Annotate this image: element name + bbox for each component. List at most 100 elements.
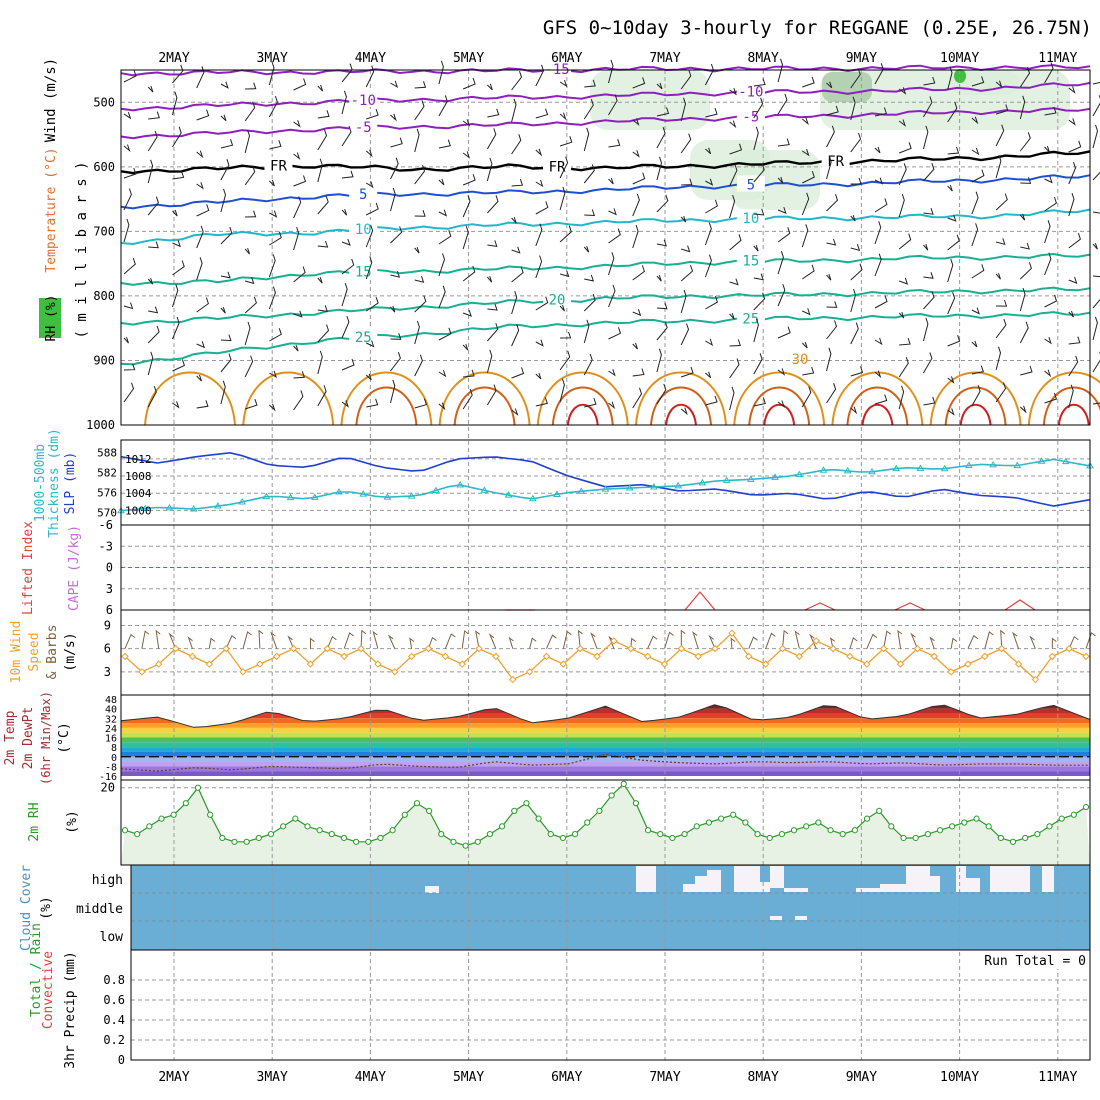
rh-marker — [936, 827, 944, 834]
wind10-marker — [273, 652, 281, 661]
rh-marker — [1082, 803, 1090, 811]
cloud-clear-block — [856, 888, 880, 892]
wind-barb — [923, 291, 935, 310]
x-tick-label-top: 4MAY — [355, 51, 386, 66]
wind-barb — [656, 127, 666, 149]
rh-marker — [328, 830, 335, 838]
wind10-barb — [765, 632, 776, 649]
lifted-index-bump — [894, 602, 926, 611]
wind-barb — [947, 146, 960, 155]
wind10-marker — [121, 652, 129, 661]
wind-barb — [1068, 384, 1074, 409]
wind-barb — [874, 337, 883, 346]
wind-barb — [632, 118, 640, 126]
rh-marker — [1070, 811, 1077, 818]
wind-barb — [656, 275, 662, 282]
wind-barb — [172, 401, 180, 409]
wind10-marker — [306, 660, 315, 668]
li-tick-label: -3 — [99, 539, 113, 553]
wind-barb — [608, 401, 616, 410]
temp-band — [121, 756, 1090, 762]
thickness-tick-label: 588 — [97, 447, 117, 460]
wind10-marker — [525, 668, 534, 676]
wind10-marker — [138, 668, 146, 676]
wind-barb — [705, 371, 712, 379]
li-tick-label: 0 — [106, 561, 113, 575]
wind-barb — [148, 241, 159, 249]
ylabel-convective: Convective — [41, 951, 56, 1029]
wind-barb — [705, 395, 718, 406]
wind-barb — [971, 385, 981, 407]
isotherm-label-bg — [264, 156, 293, 173]
ylabel-ms: (m/s) — [63, 632, 78, 671]
wind10-marker — [1082, 652, 1090, 661]
wind-barb — [462, 173, 476, 186]
cloud-clear-block — [695, 876, 707, 892]
rh-marker — [182, 800, 189, 807]
wind-barb — [923, 396, 936, 406]
wind10-marker — [981, 652, 989, 661]
temp-band — [121, 766, 1090, 772]
wind-barb — [511, 324, 520, 347]
rh-marker — [681, 830, 688, 838]
temp-band — [121, 708, 1090, 714]
wind-barb — [729, 194, 736, 219]
wind-tick-label: 3 — [104, 665, 111, 679]
dewpoint-line — [120, 753, 1090, 772]
rh-marker — [389, 827, 396, 834]
wind-barb — [535, 223, 543, 247]
wind-barb — [366, 340, 375, 348]
thickness-tick-label: 570 — [97, 506, 117, 519]
run-total-bg — [975, 951, 1087, 969]
temp-tick-label: 48 — [105, 695, 117, 706]
wind-barb — [1068, 118, 1076, 126]
wind-barb — [777, 176, 784, 184]
wind-barb — [1068, 140, 1082, 153]
wind-barb — [293, 196, 302, 219]
wind-barb — [462, 119, 471, 127]
wind-barb — [317, 277, 323, 284]
wind-barb — [1068, 310, 1074, 318]
wind-barb — [874, 370, 882, 379]
wind-barb — [1019, 405, 1027, 414]
x-tick-label-top: 6MAY — [551, 51, 582, 66]
wind-barb — [414, 247, 420, 254]
wind-barb — [268, 286, 276, 310]
wind-barb — [584, 79, 596, 88]
wind-barb — [874, 63, 884, 85]
wind10-marker — [323, 644, 332, 653]
wind-barb — [995, 154, 1002, 179]
ylabel-cloud-pct: (%) — [39, 896, 54, 919]
wind10-barb — [428, 636, 437, 649]
wind-barb — [608, 228, 621, 244]
wind10-marker — [407, 652, 416, 661]
temp-tick-label: -16 — [99, 772, 117, 783]
wind10-marker — [812, 637, 820, 645]
wind-barb — [681, 178, 693, 186]
cloud-clear-block — [734, 866, 760, 892]
x-tick-label-top: 9MAY — [846, 51, 877, 66]
wind-barb — [244, 129, 251, 154]
wind-barb — [898, 193, 905, 218]
isotherm-35-loop — [551, 386, 614, 426]
wind-barb — [365, 65, 375, 88]
wind-barb — [123, 257, 136, 275]
wind-barb — [196, 341, 206, 349]
wind-barb — [1068, 355, 1079, 377]
temp-band — [121, 723, 1090, 728]
wind-barb — [632, 225, 639, 249]
wind-barb — [1019, 214, 1026, 221]
wind-barb — [826, 301, 838, 308]
wind-barb — [1019, 95, 1026, 120]
rh-marker — [438, 830, 445, 838]
rh-marker — [803, 823, 810, 830]
wind-barb — [1044, 176, 1053, 184]
rh-marker — [523, 800, 530, 807]
wind-barb — [220, 226, 233, 245]
isotherm-5 — [120, 174, 1091, 210]
wind-barb — [850, 322, 859, 345]
wind-barb — [826, 274, 832, 281]
wind-barb — [220, 380, 226, 405]
wind-barb — [608, 94, 618, 116]
isotherm-30-loop — [733, 371, 826, 426]
